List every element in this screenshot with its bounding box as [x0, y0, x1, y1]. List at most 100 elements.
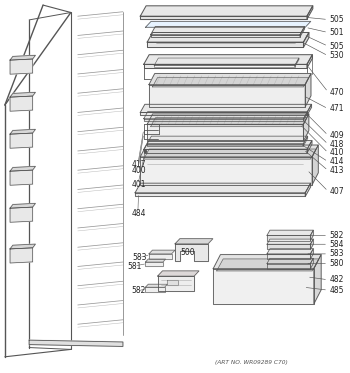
Polygon shape	[295, 58, 299, 67]
Text: 582: 582	[131, 286, 145, 295]
Polygon shape	[307, 141, 312, 153]
Polygon shape	[310, 249, 313, 259]
Polygon shape	[267, 239, 313, 244]
Polygon shape	[144, 64, 307, 68]
Polygon shape	[10, 244, 35, 249]
Polygon shape	[149, 250, 175, 254]
Polygon shape	[305, 73, 311, 107]
Polygon shape	[10, 170, 33, 185]
Text: 484: 484	[132, 209, 146, 218]
Polygon shape	[149, 73, 311, 85]
Polygon shape	[10, 133, 33, 148]
Polygon shape	[144, 150, 307, 153]
Polygon shape	[10, 166, 35, 171]
Polygon shape	[151, 118, 307, 126]
Polygon shape	[10, 55, 35, 60]
Polygon shape	[307, 104, 312, 115]
Polygon shape	[267, 230, 313, 235]
Polygon shape	[140, 104, 312, 112]
Polygon shape	[213, 269, 314, 304]
Polygon shape	[267, 254, 310, 259]
Polygon shape	[147, 124, 303, 141]
Polygon shape	[175, 239, 213, 244]
Polygon shape	[147, 144, 303, 146]
Polygon shape	[147, 114, 309, 124]
Polygon shape	[310, 258, 313, 269]
Text: 410: 410	[329, 148, 344, 157]
Polygon shape	[149, 85, 305, 107]
Polygon shape	[140, 6, 313, 16]
Text: 400: 400	[132, 166, 146, 175]
Text: 505: 505	[329, 15, 344, 24]
Polygon shape	[303, 112, 308, 120]
Polygon shape	[10, 207, 33, 222]
Polygon shape	[158, 271, 199, 276]
Polygon shape	[140, 112, 307, 115]
Polygon shape	[10, 129, 35, 134]
Polygon shape	[151, 26, 304, 35]
Polygon shape	[146, 262, 163, 266]
Text: 418: 418	[329, 140, 344, 149]
Polygon shape	[144, 141, 312, 150]
Polygon shape	[29, 340, 123, 347]
Text: 500: 500	[181, 248, 195, 257]
Polygon shape	[140, 16, 307, 19]
Polygon shape	[140, 145, 318, 157]
Text: 413: 413	[329, 166, 344, 175]
Polygon shape	[217, 259, 319, 271]
Polygon shape	[303, 114, 309, 141]
Polygon shape	[146, 21, 311, 27]
Polygon shape	[154, 65, 295, 67]
Polygon shape	[10, 203, 35, 208]
Polygon shape	[146, 259, 166, 262]
Text: 581: 581	[128, 261, 142, 270]
Polygon shape	[153, 78, 309, 87]
Polygon shape	[267, 235, 310, 241]
Text: 470: 470	[329, 88, 344, 97]
Text: 417: 417	[132, 160, 146, 169]
Polygon shape	[267, 263, 310, 269]
Polygon shape	[303, 32, 309, 47]
Polygon shape	[144, 149, 316, 159]
Polygon shape	[310, 230, 313, 241]
Polygon shape	[314, 255, 321, 304]
Polygon shape	[144, 112, 308, 119]
Text: 580: 580	[329, 259, 344, 268]
Polygon shape	[158, 276, 194, 291]
Polygon shape	[10, 96, 33, 111]
Text: 584: 584	[329, 240, 344, 249]
Text: 583: 583	[133, 253, 147, 262]
Polygon shape	[312, 145, 318, 185]
Text: (ART NO. WR09289 C70): (ART NO. WR09289 C70)	[215, 360, 288, 365]
Text: 407: 407	[329, 187, 344, 196]
Text: 501: 501	[329, 28, 344, 37]
Polygon shape	[175, 244, 208, 261]
Polygon shape	[135, 183, 311, 193]
Polygon shape	[303, 136, 308, 146]
Polygon shape	[135, 193, 305, 197]
Polygon shape	[147, 32, 309, 42]
Polygon shape	[147, 42, 303, 47]
Polygon shape	[307, 55, 312, 68]
Polygon shape	[267, 244, 310, 250]
Polygon shape	[267, 249, 313, 254]
Polygon shape	[167, 280, 178, 285]
Polygon shape	[305, 183, 311, 197]
Polygon shape	[307, 6, 313, 19]
Polygon shape	[10, 92, 35, 97]
Polygon shape	[144, 55, 312, 64]
Polygon shape	[144, 119, 303, 120]
Polygon shape	[267, 258, 313, 263]
Text: 482: 482	[329, 275, 344, 284]
Polygon shape	[10, 59, 33, 74]
Text: 583: 583	[329, 250, 344, 258]
Polygon shape	[10, 248, 33, 263]
Polygon shape	[151, 35, 300, 37]
Polygon shape	[147, 136, 308, 144]
Polygon shape	[140, 157, 312, 185]
Polygon shape	[154, 58, 299, 65]
Polygon shape	[300, 26, 304, 37]
Text: 530: 530	[329, 51, 344, 60]
Text: 414: 414	[329, 157, 344, 166]
Text: 505: 505	[329, 42, 344, 51]
